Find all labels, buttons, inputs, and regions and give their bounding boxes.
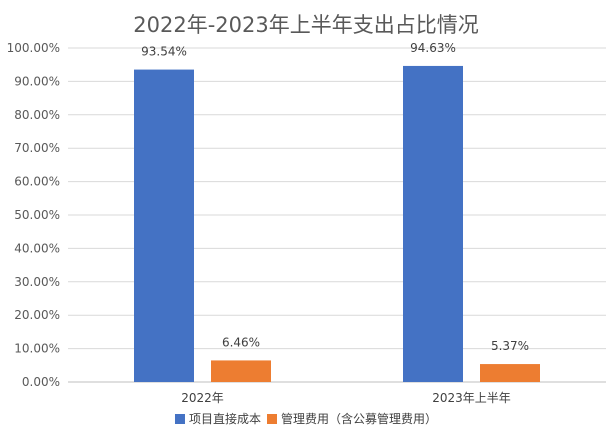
bars xyxy=(134,65,540,383)
y-axis-ticks: 0.00% 10.00% 20.00% 30.00% 40.00% 50.00% 60.00… xyxy=(7,41,60,389)
y-tick-label: 10.00% xyxy=(14,342,60,356)
bar-management-fee xyxy=(480,364,540,382)
y-tick-label: 80.00% xyxy=(14,108,60,122)
bar-management-fee xyxy=(211,360,271,382)
x-axis-categories: 2022年 2023年上半年 xyxy=(181,391,511,405)
bar-direct-cost xyxy=(134,69,194,382)
y-tick-label: 20.00% xyxy=(14,308,60,322)
data-label: 5.37% xyxy=(491,339,529,353)
x-category-label: 2023年上半年 xyxy=(432,391,511,405)
legend-label: 管理费用（含公募管理费用） xyxy=(281,411,437,426)
y-tick-label: 90.00% xyxy=(14,74,60,88)
data-labels: 93.54% 6.46% 94.63% 5.37% xyxy=(141,41,529,353)
legend-swatch xyxy=(174,414,185,424)
data-label: 94.63% xyxy=(410,41,456,55)
legend-swatch xyxy=(267,414,277,424)
chart-title: 2022年-2023年上半年支出占比情况 xyxy=(133,13,478,37)
y-tick-label: 0.00% xyxy=(22,375,60,389)
data-label: 93.54% xyxy=(141,45,187,59)
legend: 项目直接成本 管理费用（含公募管理费用） xyxy=(174,411,437,426)
y-tick-label: 70.00% xyxy=(14,141,60,155)
legend-label: 项目直接成本 xyxy=(189,411,261,426)
x-category-label: 2022年 xyxy=(181,391,224,405)
y-tick-label: 30.00% xyxy=(14,275,60,289)
bar-direct-cost xyxy=(403,65,463,383)
y-tick-label: 50.00% xyxy=(14,208,60,222)
y-tick-label: 100.00% xyxy=(7,41,60,55)
data-label: 6.46% xyxy=(222,335,260,349)
y-tick-label: 40.00% xyxy=(14,241,60,255)
y-tick-label: 60.00% xyxy=(14,175,60,189)
